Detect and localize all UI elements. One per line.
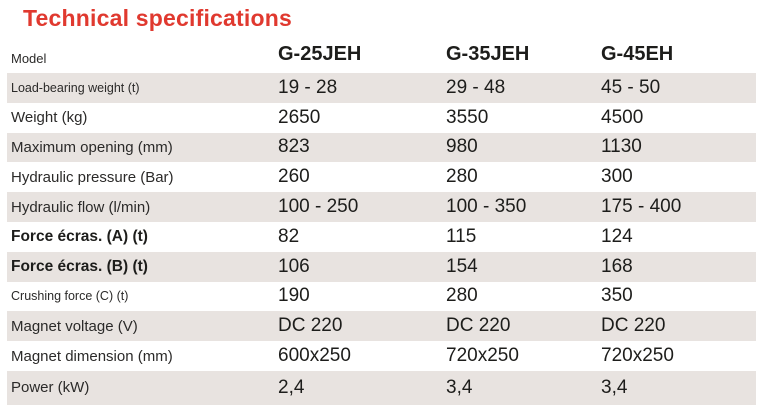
cell-value: 300 [601, 166, 633, 188]
cell-value: 2,4 [278, 376, 305, 398]
table-row-force-ecras-a: Force écras. (A) (t) 82 115 124 [7, 221, 756, 252]
row-label: Hydraulic flow (l/min) [11, 198, 151, 216]
page-title: Technical specifications [23, 5, 292, 31]
table-row-hydraulic-pressure: Hydraulic pressure (Bar) 260 280 300 [7, 162, 756, 193]
table-row-load-bearing-weight: Load-bearing weight (t) 19 - 28 29 - 48 … [7, 73, 756, 103]
cell-value: DC 220 [446, 315, 511, 337]
row-label: Crushing force (C) (t) [11, 289, 129, 304]
cell-value: 350 [601, 285, 633, 307]
cell-value: 1130 [601, 136, 642, 158]
row-label: Power (kW) [11, 379, 90, 397]
row-label: Force écras. (A) (t) [11, 227, 148, 245]
cell-value: DC 220 [601, 315, 666, 337]
row-label: Maximum opening (mm) [11, 138, 173, 156]
cell-value: 19 - 28 [278, 76, 338, 98]
table-row-hydraulic-flow: Hydraulic flow (l/min) 100 - 250 100 - 3… [7, 192, 756, 222]
cell-value: 29 - 48 [446, 76, 506, 98]
cell-value: 4500 [601, 106, 644, 128]
table-row-force-ecras-b: Force écras. (B) (t) 106 154 168 [7, 251, 756, 282]
cell-value: 2650 [278, 106, 321, 128]
cell-value: 82 [278, 225, 300, 247]
cell-value: 280 [446, 285, 478, 307]
cell-value: 980 [446, 136, 478, 158]
cell-value: 190 [278, 285, 310, 307]
table-row-weight: Weight (kg) 2650 3550 4500 [7, 102, 756, 133]
table-row-magnet-dimension: Magnet dimension (mm) 600x250 720x250 72… [7, 341, 756, 371]
cell-value: 100 - 350 [446, 196, 527, 218]
cell-value: 260 [278, 166, 310, 188]
cell-value: 600x250 [278, 345, 351, 367]
row-label: Hydraulic pressure (Bar) [11, 168, 174, 186]
cell-value: 100 - 250 [278, 196, 359, 218]
cell-value: 175 - 400 [601, 196, 682, 218]
cell-value: 3550 [446, 106, 489, 128]
table-row-maximum-opening: Maximum opening (mm) 823 980 1130 [7, 132, 756, 163]
model-name-g25jeh: G-25JEH [278, 43, 362, 65]
cell-value: 115 [446, 225, 477, 247]
model-name-g45eh: G-45EH [601, 43, 674, 65]
table-row-crushing-force: Crushing force (C) (t) 190 280 350 [7, 281, 756, 312]
cell-value: 154 [446, 255, 478, 277]
specifications-table: Model G-25JEH G-35JEH G-45EH Load-bearin… [7, 40, 756, 405]
cell-value: 106 [278, 255, 310, 277]
table-header-row: Model G-25JEH G-35JEH G-45EH [7, 40, 756, 73]
row-label: Load-bearing weight (t) [11, 80, 140, 95]
row-label: Magnet dimension (mm) [11, 347, 173, 365]
cell-value: DC 220 [278, 315, 343, 337]
row-label: Force écras. (B) (t) [11, 257, 148, 275]
cell-value: 3,4 [446, 376, 473, 398]
model-name-g35jeh: G-35JEH [446, 43, 530, 65]
cell-value: 823 [278, 136, 310, 158]
cell-value: 3,4 [601, 376, 628, 398]
table-row-power: Power (kW) 2,4 3,4 3,4 [7, 370, 756, 405]
table-row-magnet-voltage: Magnet voltage (V) DC 220 DC 220 DC 220 [7, 311, 756, 342]
cell-value: 720x250 [601, 345, 674, 367]
row-label: Weight (kg) [11, 109, 88, 127]
cell-value: 168 [601, 255, 633, 277]
model-column-label: Model [11, 51, 47, 66]
cell-value: 720x250 [446, 345, 519, 367]
cell-value: 124 [601, 225, 633, 247]
row-label: Magnet voltage (V) [11, 317, 138, 335]
cell-value: 45 - 50 [601, 76, 661, 98]
cell-value: 280 [446, 166, 478, 188]
